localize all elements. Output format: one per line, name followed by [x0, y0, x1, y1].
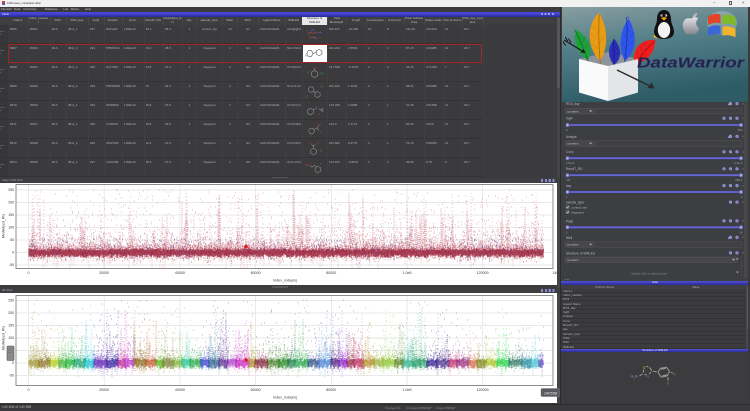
svg-text:0: 0 — [28, 388, 30, 392]
svg-text:O: O — [316, 173, 318, 176]
svg-text:100: 100 — [8, 226, 14, 230]
svg-text:N: N — [320, 163, 322, 166]
svg-text:20000: 20000 — [99, 271, 109, 275]
svg-text:80000: 80000 — [326, 388, 336, 392]
svg-text:O: O — [320, 131, 322, 134]
svg-text:×: × — [742, 184, 744, 188]
svg-text:contains: contains — [567, 258, 579, 262]
svg-text:1.5e-6: 1.5e-6 — [566, 161, 575, 165]
svg-text:×: × — [742, 102, 744, 106]
svg-text:×: × — [742, 116, 744, 120]
svg-text:N: N — [646, 375, 649, 379]
svg-text:120000: 120000 — [477, 388, 489, 392]
svg-text:60000: 60000 — [251, 388, 261, 392]
svg-text:Cl: Cl — [307, 72, 310, 75]
svg-text:Plate: Plate — [566, 219, 573, 223]
svg-text:50: 50 — [10, 238, 14, 242]
svg-text:MedAdjust_RU: MedAdjust_RU — [2, 326, 6, 351]
svg-text:2: 2 — [566, 128, 568, 132]
svg-text:2.0e-4: 2.0e-4 — [734, 161, 743, 165]
svg-text:-20: -20 — [566, 178, 571, 182]
svg-text:40000: 40000 — [175, 271, 185, 275]
svg-text:Conc: Conc — [566, 150, 574, 154]
svg-text:sample_type: sample_type — [566, 201, 584, 205]
svg-text:0: 0 — [12, 251, 14, 255]
svg-text:ResulT_RU: ResulT_RU — [566, 167, 583, 171]
svg-text:O: O — [317, 142, 319, 145]
svg-text:250: 250 — [8, 299, 14, 303]
svg-text:Index_rodayinj: Index_rodayinj — [273, 396, 297, 400]
svg-text:0: 0 — [12, 361, 14, 365]
svg-text:Structure of SMILES: Structure of SMILES — [566, 251, 595, 255]
svg-text:O: O — [318, 113, 320, 116]
svg-text:1: 1 — [566, 195, 568, 199]
svg-text:Cl: Cl — [320, 150, 323, 153]
svg-text:<double click or drag & drop>: <double click or drag & drop> — [630, 272, 668, 276]
svg-text:260.1: 260.1 — [735, 178, 743, 182]
svg-text:-50: -50 — [9, 374, 14, 378]
svg-text:IngR: IngR — [566, 117, 573, 121]
svg-text:contains: contains — [567, 109, 579, 113]
svg-text:383: 383 — [738, 128, 743, 132]
svg-text:contains: contains — [567, 142, 579, 146]
svg-text:14: 14 — [739, 230, 743, 234]
svg-text:Cl: Cl — [306, 96, 309, 99]
svg-text:H2N: H2N — [631, 375, 638, 380]
svg-text:120000: 120000 — [477, 271, 489, 275]
svg-text:N: N — [305, 55, 307, 58]
svg-text:N: N — [314, 91, 316, 94]
svg-text:150: 150 — [8, 324, 14, 328]
svg-text:1.0e5: 1.0e5 — [403, 388, 412, 392]
svg-text:80000: 80000 — [326, 271, 336, 275]
svg-text:O: O — [320, 37, 322, 40]
svg-text:OH: OH — [318, 124, 322, 127]
svg-text:250: 250 — [8, 188, 14, 192]
svg-text:Well: Well — [566, 236, 572, 240]
svg-text:S: S — [643, 366, 646, 370]
svg-text:40000: 40000 — [175, 388, 185, 392]
svg-text:140000: 140000 — [552, 271, 560, 275]
svg-text:DataWarrior: DataWarrior — [637, 54, 745, 71]
svg-text:1.0e5: 1.0e5 — [403, 271, 412, 275]
svg-text:60000: 60000 — [251, 271, 261, 275]
svg-text:O: O — [310, 134, 312, 137]
svg-text:Index_rodayinj: Index_rodayinj — [273, 279, 297, 283]
svg-text:F: F — [667, 382, 670, 386]
svg-text:control_rep: control_rep — [572, 205, 588, 209]
svg-text:×: × — [742, 219, 744, 223]
svg-text:×: × — [742, 251, 744, 255]
svg-text:200: 200 — [8, 201, 14, 205]
svg-text:100: 100 — [8, 336, 14, 340]
svg-text:O: O — [310, 143, 312, 146]
svg-text:Analyte: Analyte — [566, 135, 577, 139]
svg-text:MedAdjust_RU: MedAdjust_RU — [2, 214, 6, 239]
svg-text:day: day — [566, 184, 572, 188]
svg-text:200: 200 — [8, 311, 14, 315]
svg-text:N: N — [316, 106, 318, 109]
svg-text:0: 0 — [28, 271, 30, 275]
svg-text:×: × — [742, 167, 744, 171]
svg-text:×: × — [742, 200, 744, 204]
svg-text:×: × — [742, 236, 744, 240]
svg-text:fragment: fragment — [572, 210, 584, 214]
svg-text:150: 150 — [8, 213, 14, 217]
svg-text:RO3_day: RO3_day — [566, 102, 580, 106]
svg-text:1: 1 — [566, 230, 568, 234]
svg-text:F: F — [674, 373, 677, 377]
svg-text:O: O — [307, 31, 309, 34]
svg-text:×: × — [742, 135, 744, 139]
svg-text:Cl: Cl — [321, 86, 324, 89]
svg-text:OH: OH — [313, 67, 317, 70]
svg-text:HO: HO — [305, 164, 309, 167]
svg-text:20000: 20000 — [99, 388, 109, 392]
svg-text:140558: 140558 — [544, 391, 558, 396]
svg-text:contains: contains — [567, 243, 579, 247]
svg-text:N: N — [315, 38, 317, 41]
svg-text:×: × — [742, 150, 744, 154]
svg-text:HCl: HCl — [320, 73, 324, 76]
svg-text:-50: -50 — [9, 263, 14, 267]
svg-text:4: 4 — [741, 195, 743, 199]
